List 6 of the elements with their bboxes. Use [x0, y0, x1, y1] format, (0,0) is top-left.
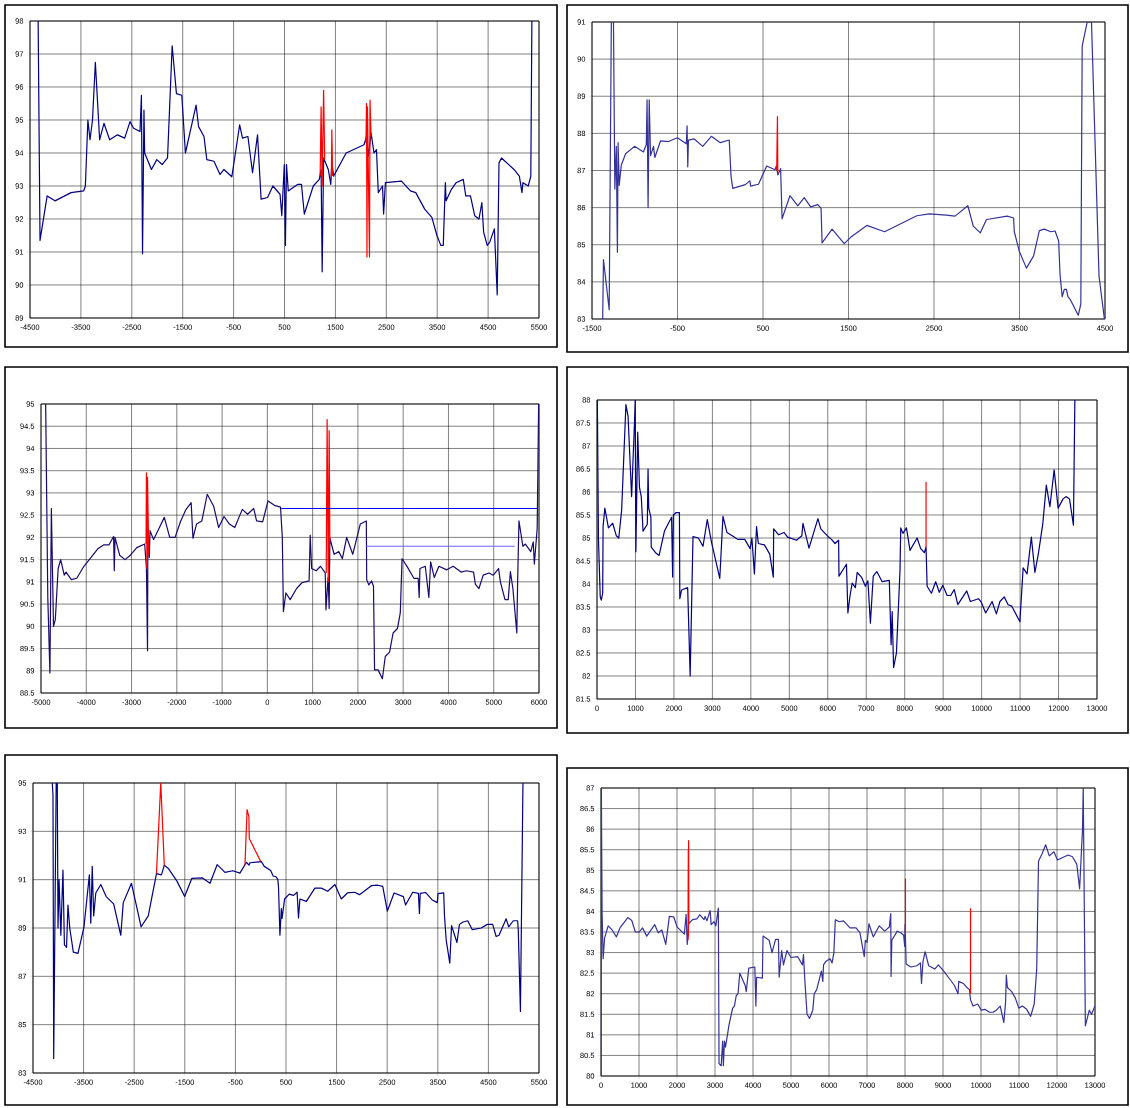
line-series: [601, 788, 1096, 1076]
line-series: [37, 21, 533, 296]
line-series: [597, 400, 1076, 677]
line-series: [602, 21, 1106, 319]
line-series: [51, 783, 524, 1060]
line-series: [45, 404, 539, 680]
